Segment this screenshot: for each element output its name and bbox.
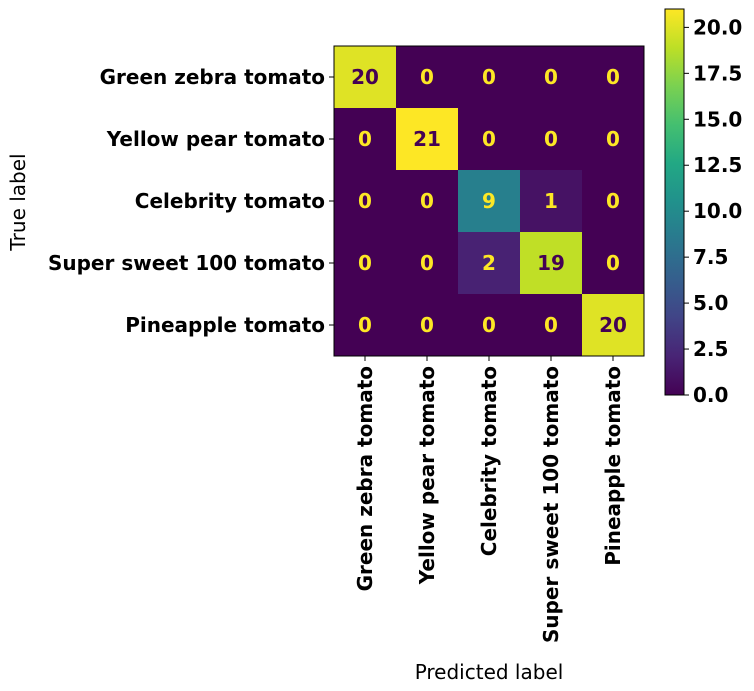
heatmap-cell: [520, 232, 583, 295]
cell-value-label: 2: [482, 251, 496, 275]
cell-value-label: 1: [544, 189, 558, 213]
x-tick-label: Yellow pear tomato: [415, 366, 439, 585]
x-tick-label: Celebrity tomato: [477, 366, 501, 556]
cell-value-label: 0: [606, 127, 620, 151]
colorbar: [664, 8, 685, 396]
x-tick-label: Pineapple tomato: [601, 366, 625, 566]
heatmap-cell: [396, 232, 459, 295]
heatmap-cell: [396, 108, 459, 171]
cell-value-label: 21: [413, 127, 441, 151]
heatmap-cell: [520, 170, 583, 233]
heatmap-cell: [458, 232, 521, 295]
colorbar-tick-label: 12.5: [693, 153, 742, 177]
heatmap-cell: [334, 232, 397, 295]
colorbar-tick-label: 0.0: [693, 383, 728, 407]
heatmap-cell: [582, 108, 645, 171]
colorbar-ticks: 0.0 2.5 5.0 7.5 10.0 12.5 15.0 17.5 20.0: [684, 15, 742, 407]
cell-value-label: 0: [420, 65, 434, 89]
cell-value-label: 19: [537, 251, 565, 275]
cell-value-label: 0: [482, 65, 496, 89]
cell-value-label: 0: [482, 127, 496, 151]
heatmap-cell: [458, 108, 521, 171]
heatmap-cell: [334, 294, 397, 357]
heatmap-cell: [520, 46, 583, 109]
cell-value-label: 0: [358, 189, 372, 213]
y-tick-label: Super sweet 100 tomato: [48, 251, 325, 275]
cell-value-label: 0: [420, 189, 434, 213]
cell-value-label: 0: [358, 127, 372, 151]
y-axis-ticks: Green zebra tomato Yellow pear tomato Cele…: [48, 65, 334, 337]
y-tick-label: Celebrity tomato: [135, 189, 325, 213]
heatmap-cell: [458, 294, 521, 357]
colorbar-tick-label: 17.5: [693, 61, 742, 85]
heatmap-cell: [520, 108, 583, 171]
cell-value-label: 0: [358, 313, 372, 337]
heatmap-cells: 20 0 0 0 0 0 21 0 0 0 0 0 9 1 0 0 0 2 19 0 0 0 0 0 20: [334, 46, 645, 357]
cell-value-label: 0: [358, 251, 372, 275]
heatmap-cell: [334, 170, 397, 233]
heatmap-cell: [396, 46, 459, 109]
heatmap-cell: [396, 170, 459, 233]
colorbar-tick-label: 2.5: [693, 337, 728, 361]
heatmap-cell: [334, 108, 397, 171]
heatmap-cell: [520, 294, 583, 357]
cell-value-label: 0: [544, 313, 558, 337]
heatmap-cell: [334, 46, 397, 109]
y-tick-label: Green zebra tomato: [100, 65, 325, 89]
cell-value-label: 0: [482, 313, 496, 337]
colorbar-tick-label: 7.5: [693, 245, 728, 269]
cell-value-label: 0: [606, 251, 620, 275]
heatmap-cell: [458, 46, 521, 109]
cell-value-label: 20: [599, 313, 627, 337]
heatmap-cell: [458, 170, 521, 233]
heatmap-cell: [582, 232, 645, 295]
heatmap-cell: [582, 46, 645, 109]
colorbar-tick-label: 20.0: [693, 15, 742, 39]
x-tick-label: Super sweet 100 tomato: [539, 366, 563, 643]
heatmap-cell: [582, 294, 645, 357]
colorbar-tick-label: 15.0: [693, 107, 742, 131]
cell-value-label: 0: [606, 189, 620, 213]
heatmap-cell: [396, 294, 459, 357]
cell-value-label: 0: [420, 251, 434, 275]
cell-value-label: 0: [420, 313, 434, 337]
x-axis-ticks: Green zebra tomato Yellow pear tomato Cele…: [353, 356, 625, 643]
heatmap-cell: [582, 170, 645, 233]
colorbar-tick-label: 5.0: [693, 291, 728, 315]
cell-value-label: 20: [351, 65, 379, 89]
y-axis-label: True label: [6, 153, 30, 251]
colorbar-tick-label: 10.0: [693, 199, 742, 223]
y-tick-label: Pineapple tomato: [125, 313, 325, 337]
y-tick-label: Yellow pear tomato: [106, 127, 325, 151]
cell-value-label: 0: [606, 65, 620, 89]
cell-value-label: 0: [544, 127, 558, 151]
x-axis-label: Predicted label: [415, 660, 564, 684]
x-tick-label: Green zebra tomato: [353, 366, 377, 591]
cell-value-label: 9: [482, 189, 496, 213]
cell-value-label: 0: [544, 65, 558, 89]
